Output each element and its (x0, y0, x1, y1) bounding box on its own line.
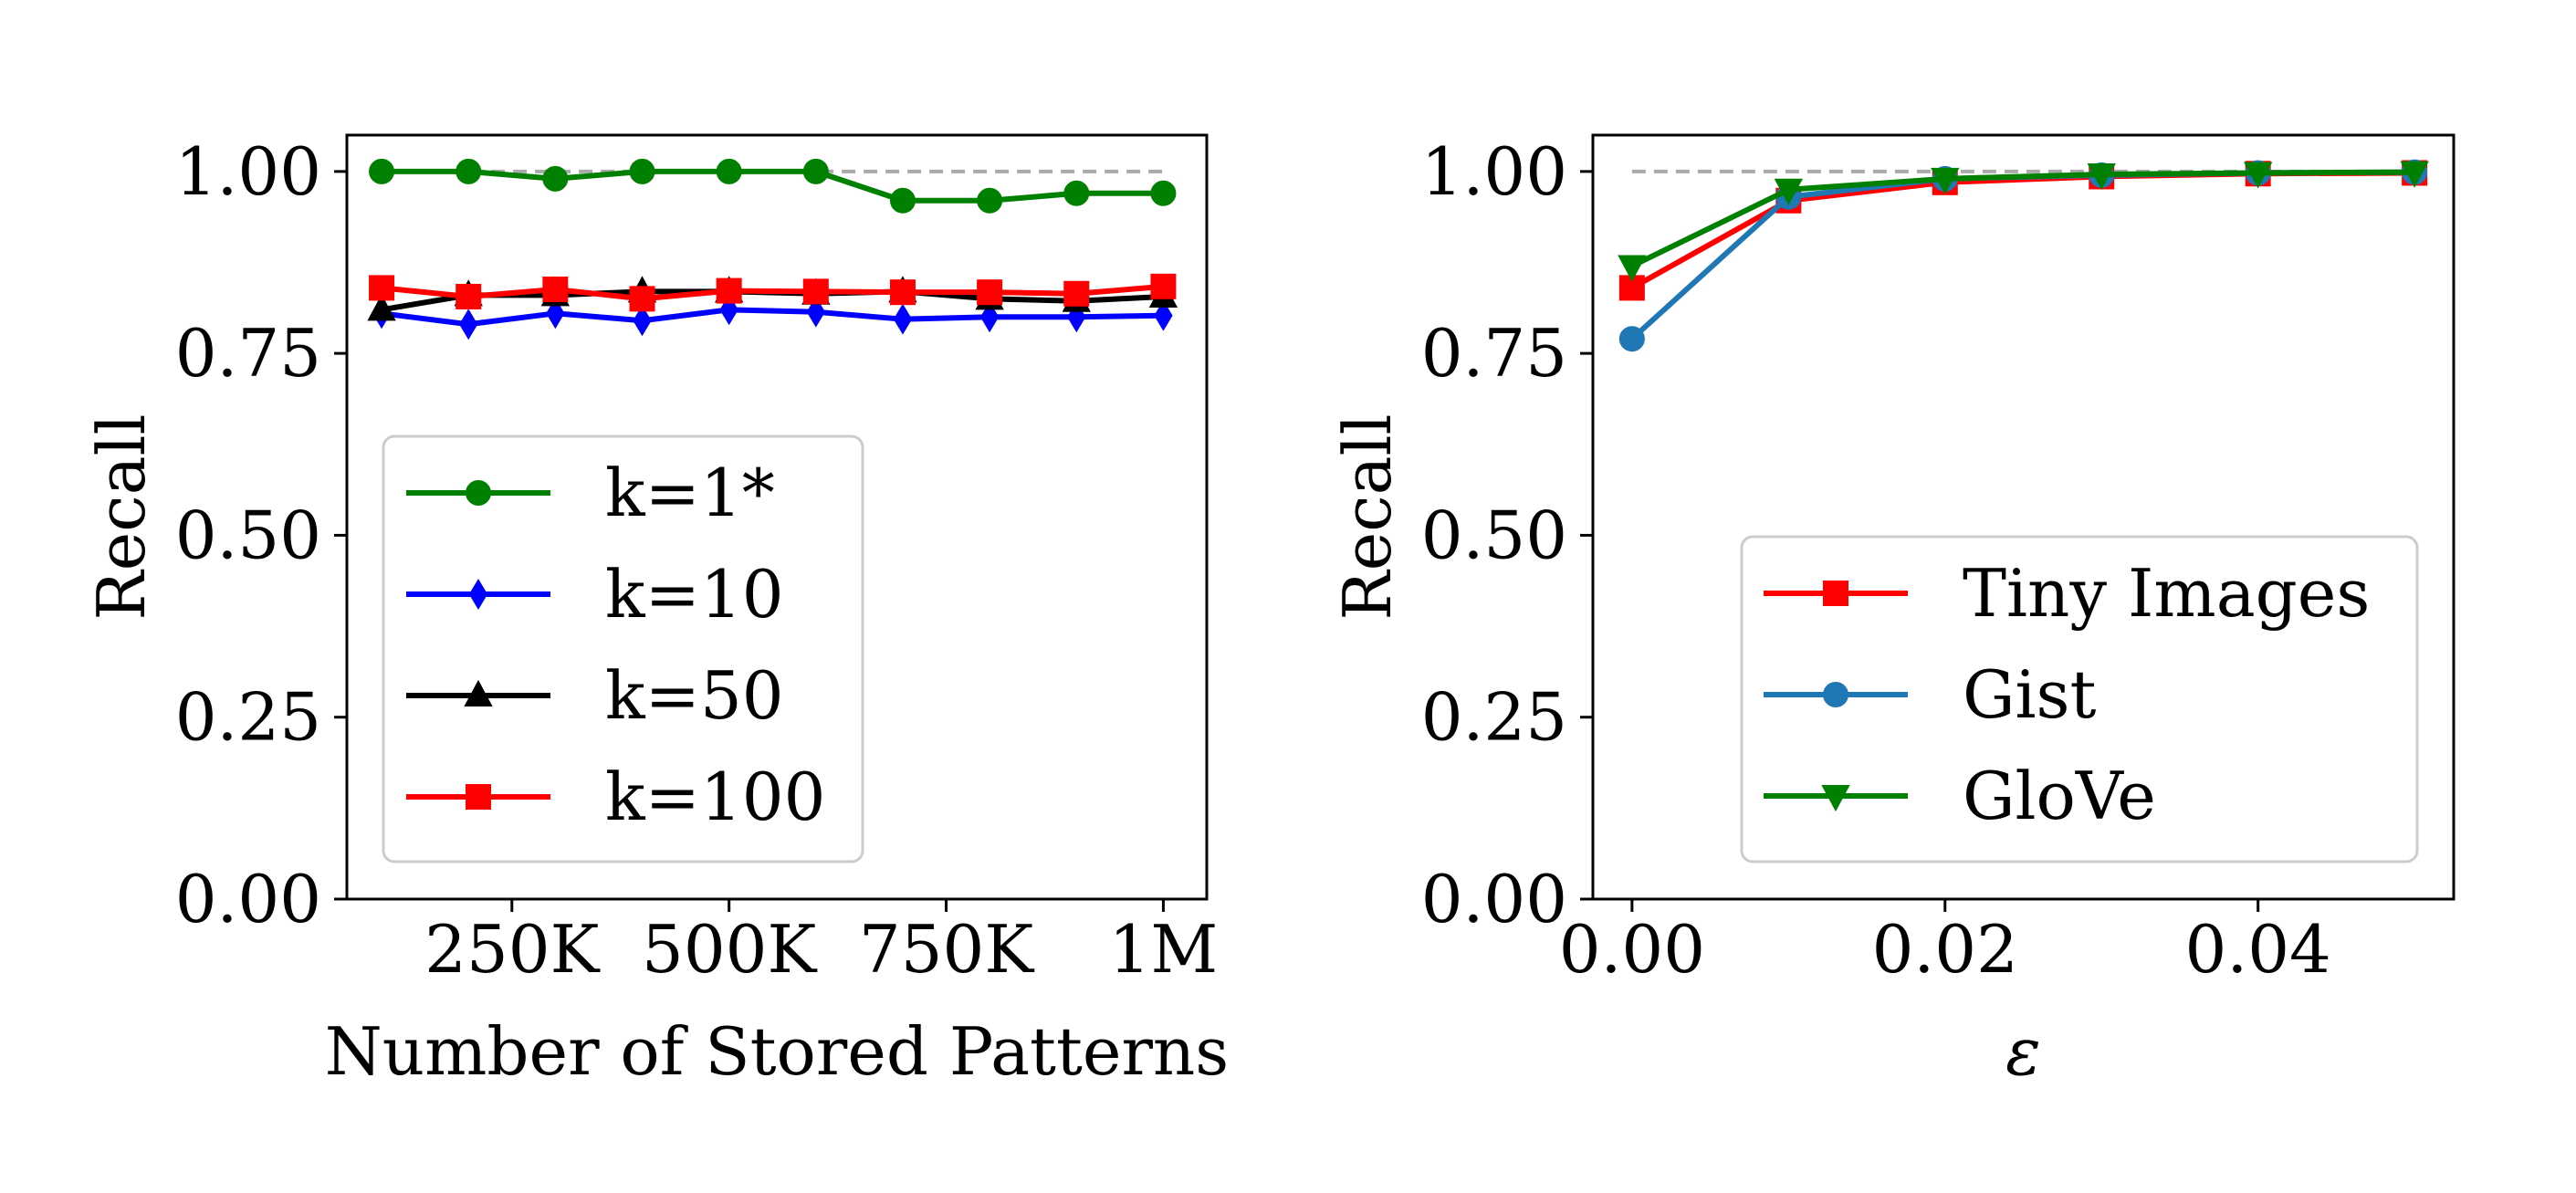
series-gist (1618, 159, 2428, 352)
legend-entry-tiny-images: Tiny Images (1764, 555, 2370, 632)
data-point (369, 275, 395, 301)
legend-marker (466, 784, 491, 810)
y-tick-label: 0.50 (175, 497, 321, 573)
data-point (716, 277, 742, 304)
data-point (1063, 280, 1090, 307)
y-tick-label: 0.75 (1421, 315, 1567, 392)
y-tick-label: 0.50 (1421, 497, 1567, 573)
data-point (367, 294, 396, 321)
x-tick-label: 500K (642, 911, 817, 988)
y-tick-label: 1.00 (1421, 133, 1567, 210)
data-point (456, 283, 482, 309)
series-line (381, 283, 1164, 302)
y-tick-label: 0.00 (1421, 861, 1567, 937)
series-line (382, 168, 1164, 204)
data-point (889, 279, 916, 306)
legend-label: k=1* (605, 455, 775, 531)
legend-entry-glove: GloVe (1764, 758, 2156, 834)
y-axis-label: Recall (1329, 413, 1406, 620)
data-point (2244, 162, 2273, 189)
legend-marker (1821, 785, 1850, 812)
legend-entry-k-10: k=10 (406, 556, 784, 633)
data-point (546, 298, 565, 330)
data-point (1931, 167, 1960, 194)
plot-frame (1591, 133, 2456, 901)
x-tick-label: 0.02 (1872, 911, 2018, 988)
legend-marker (1823, 581, 1848, 606)
y-tick-label: 0.25 (175, 679, 321, 756)
data-point (459, 309, 478, 340)
data-point (542, 165, 569, 192)
x-axis-label: ε (2005, 1013, 2041, 1090)
legend-label: k=10 (605, 556, 784, 633)
legend-label: Tiny Images (1963, 555, 2370, 632)
data-point (629, 158, 655, 184)
series-glove (1618, 161, 2429, 282)
series-line (1630, 169, 2415, 269)
data-point (1063, 180, 1090, 206)
data-point (1154, 299, 1173, 331)
data-point (979, 301, 1000, 333)
chart-panel-1: 0.00 0.25 0.50 0.75 1.00 250K 500K 750K 1M Number… (83, 133, 1229, 1090)
legend-marker (466, 480, 491, 506)
series-k-100 (369, 273, 1177, 312)
data-point (802, 158, 829, 184)
y-tick-label: 0.75 (175, 315, 321, 392)
data-point (977, 279, 1003, 306)
legend: Tiny Images Gist GloVe (1740, 535, 2419, 863)
series-line (1629, 169, 2415, 341)
legend-entry-k-100: k=100 (406, 759, 825, 835)
legend-marker (1823, 682, 1848, 707)
x-axis-label: Number of Stored Patterns (325, 1013, 1230, 1090)
y-tick-label: 0.00 (175, 861, 321, 937)
legend-box (1740, 535, 2419, 863)
data-point (716, 158, 742, 184)
y-tick-label: 0.25 (1421, 679, 1567, 756)
legend-entry-k-1: k=1* (406, 455, 775, 531)
plot-frame (345, 133, 1209, 901)
legend-box (382, 434, 864, 863)
legend-marker (464, 679, 493, 706)
data-point (2400, 161, 2429, 188)
y-axis-label: Recall (83, 413, 160, 620)
series-tiny-images (1618, 160, 2428, 301)
data-point (1150, 273, 1177, 299)
data-point (369, 158, 395, 184)
x-tick-label: 250K (424, 911, 600, 988)
x-tick-label: 0.04 (2185, 911, 2331, 988)
data-point (893, 303, 913, 335)
x-tick-label: 750K (859, 911, 1034, 988)
data-point (889, 187, 916, 214)
chart-panel-2: 0.00 0.25 0.50 0.75 1.00 0.00 0.02 0.04 ε Recall T… (1329, 133, 2456, 1090)
legend-entry-gist: Gist (1764, 656, 2096, 733)
data-point (802, 278, 829, 305)
legend-entry-k-50: k=50 (406, 657, 784, 734)
data-point (629, 286, 655, 312)
data-point (1618, 255, 1647, 282)
legend-label: k=50 (605, 657, 784, 734)
data-point (977, 187, 1003, 214)
y-tick-label: 1.00 (175, 133, 321, 210)
legend-label: Gist (1963, 656, 2096, 733)
legend: k=1* k=10 k=50 k=100 (382, 434, 864, 863)
data-point (1618, 326, 1645, 352)
data-point (456, 158, 482, 184)
data-point (542, 276, 569, 302)
legend-label: k=100 (605, 759, 825, 835)
series-k-1 (369, 158, 1177, 214)
data-point (2087, 163, 2116, 191)
data-point (1150, 180, 1177, 206)
series-line (381, 307, 1164, 328)
data-point (1774, 178, 1803, 205)
data-point (806, 296, 825, 328)
x-tick-label: 1M (1109, 911, 1219, 988)
x-tick-label: 0.00 (1559, 911, 1705, 988)
legend-label: GloVe (1963, 758, 2156, 834)
legend-marker (468, 579, 488, 610)
data-point (633, 305, 652, 337)
